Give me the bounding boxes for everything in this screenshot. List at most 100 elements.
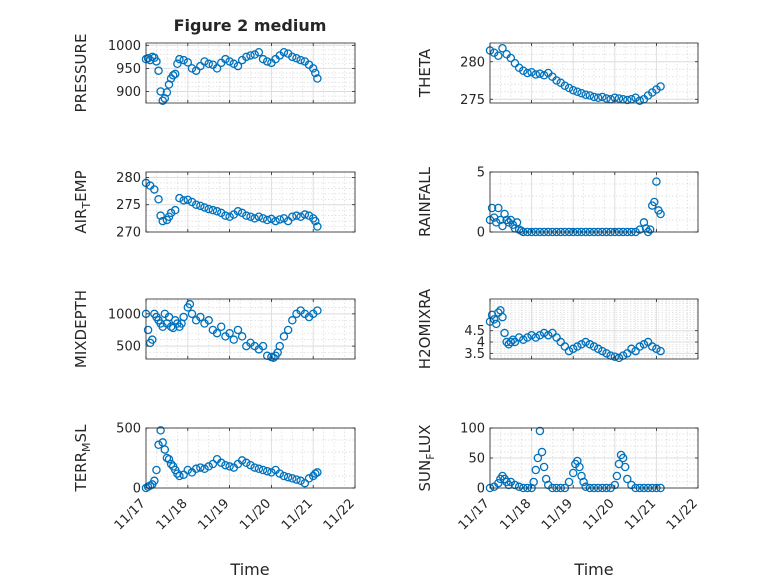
data-point [656,346,665,356]
y-axis-label: MIXDEPTH [72,290,90,368]
subplot-5: 500 1000 MIXDEPTH [72,290,356,368]
x-tick-label: 11/18 [497,496,534,533]
data-point [510,480,520,490]
y-axis-label-subscript: F [424,453,437,459]
data-point [313,306,322,315]
data-point [288,52,297,62]
data-point [523,68,532,78]
x-tick-label: 11/20 [581,496,618,533]
data-point [175,54,184,64]
data-point [237,208,247,218]
axes-box [489,298,699,360]
y-tick-label: 500 [116,340,141,355]
data-point [506,337,516,347]
data-point [487,203,497,213]
data-point [498,221,507,231]
data-point [494,308,503,317]
x-tick-label: 11/21 [279,496,316,533]
data-point [556,337,565,347]
data-point [191,200,201,209]
axes-box [489,171,699,233]
data-point [504,218,513,227]
x-tick-label: 11/19 [539,496,576,533]
data-point [568,86,578,95]
data-point [635,96,645,106]
data-point [254,47,264,57]
y-axis-label: TERRMSL [72,424,93,493]
data-point [225,328,234,338]
data-point [510,337,520,347]
data-point [204,462,213,471]
y-tick-label: 0 [477,226,485,241]
data-point [568,344,578,354]
data-point [631,346,640,356]
subplot-4: 0 5 RAINFALL [416,166,699,241]
x-axis-label-left: Time [229,560,269,579]
data-point [204,316,213,325]
data-point [564,83,574,93]
y-axis-label-part: EMP [72,170,90,201]
data-point [143,53,153,63]
data-point [548,328,557,338]
data-point [612,471,622,481]
data-point [288,212,297,221]
data-point [168,323,178,333]
y-tick-label: 100 [460,422,485,437]
data-point [498,312,507,322]
data-point [183,195,193,205]
data-point [519,335,528,344]
data-point [237,456,247,465]
data-point [494,478,503,488]
data-point [650,197,659,207]
data-point [296,476,305,486]
y-tick-label: 4.5 [464,324,485,339]
data-point [491,319,501,329]
data-point [639,340,649,349]
data-point [171,69,180,79]
subplot-1: 900 950 1000 PRESSURE [72,34,356,112]
data-point [581,482,590,492]
data-point [568,468,578,478]
data-point [187,309,197,319]
y-tick-label: 270 [116,226,141,241]
data-point [187,197,197,207]
x-tick-label: 11/17 [112,496,149,533]
data-point [296,212,305,221]
y-axis-label: H2OMIXRA [416,288,434,369]
data-point [212,64,222,73]
data-point [579,477,588,487]
axes-box [145,427,356,489]
data-point [575,462,584,472]
x-tick-label: 11/18 [154,496,191,533]
data-point [200,203,209,212]
data-point [148,335,157,344]
y-axis-label: AIRTEMP [72,170,93,233]
data-point [237,332,247,341]
data-point [216,458,226,468]
y-tick-label: 275 [460,93,485,108]
data-point [652,177,661,186]
subplot-2: 275 280 THETA [416,42,699,108]
y-tick-label: 3.5 [464,347,485,362]
plot-area [146,172,355,232]
data-point [158,216,167,226]
data-point [585,91,595,100]
y-tick-label: 1000 [108,39,141,54]
data-point [154,66,163,75]
y-axis-label-part: TERR [72,452,90,493]
data-point [623,474,632,484]
data-point [171,205,180,215]
data-point [166,459,176,469]
data-point [187,64,197,73]
data-point [269,353,278,362]
data-point [500,328,509,338]
data-point [216,322,226,331]
data-point [208,459,218,469]
data-point [156,426,165,435]
data-point [279,471,289,481]
data-point [656,82,665,91]
data-point [552,333,561,342]
data-point [560,342,570,351]
data-point [514,482,524,492]
